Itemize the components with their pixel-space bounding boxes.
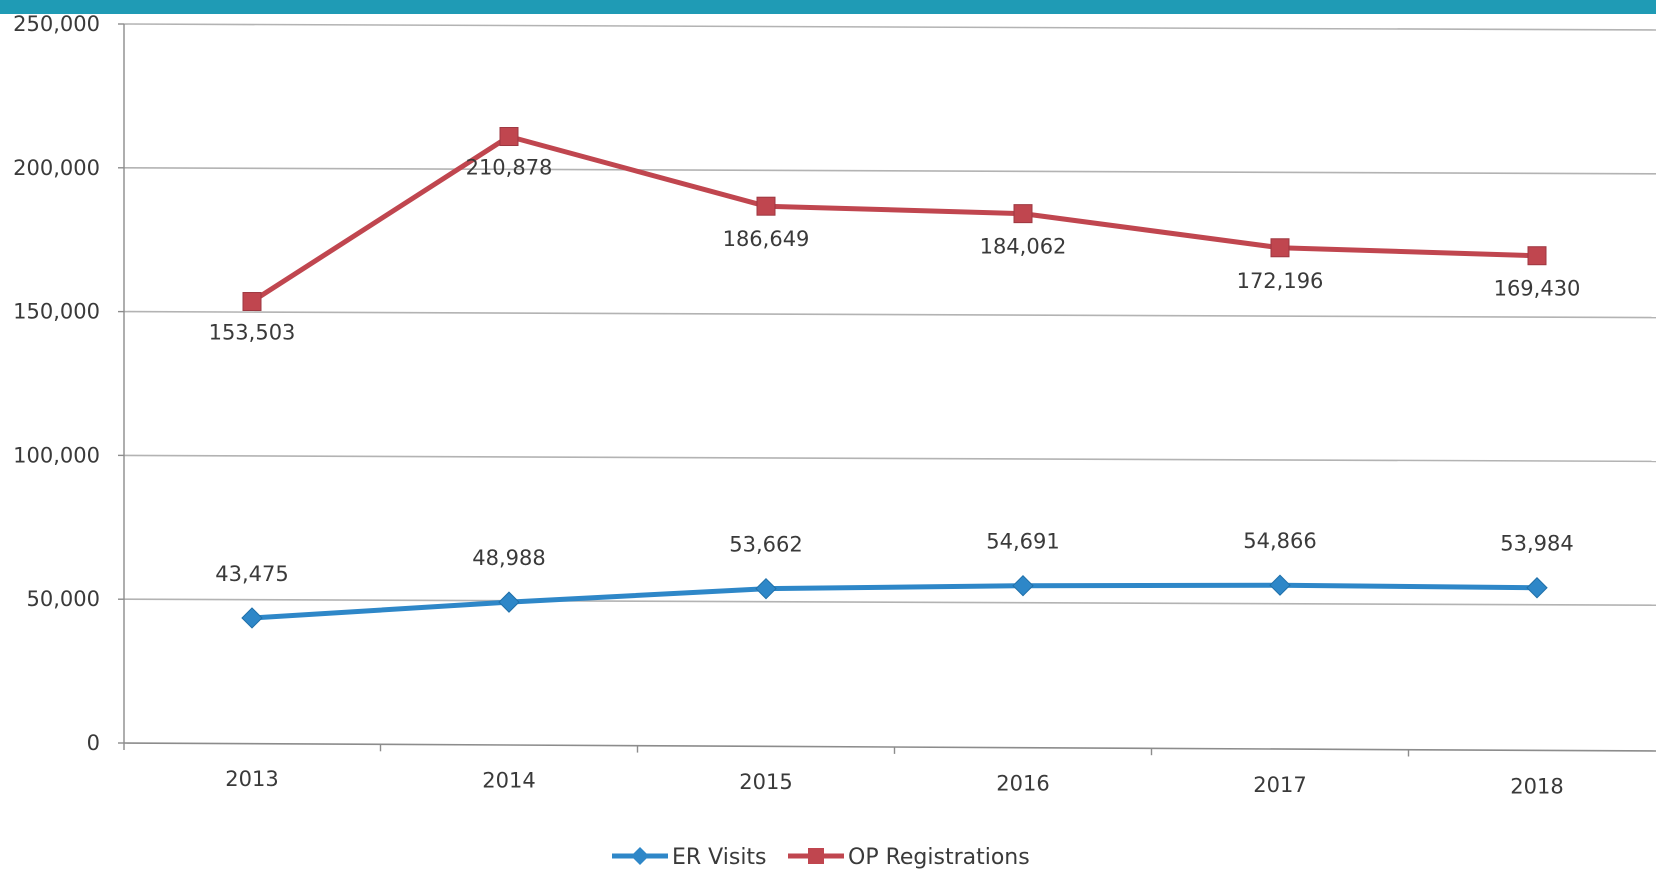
x-axis-ticks: 2013 2014 2015 2016 2017 2018 [123,743,1564,799]
y-tick-label: 100,000 [13,443,100,467]
data-point-op-registrations [1013,204,1033,224]
data-point-er-visits [1012,575,1034,597]
series-line-er-visits [251,582,1538,621]
data-label: 172,196 [1237,269,1324,293]
data-point-op-registrations [756,196,776,216]
data-point-op-registrations [1527,246,1547,266]
data-label: 53,662 [729,533,802,557]
x-tick-label: 2014 [482,769,535,793]
gridline [123,454,1656,463]
x-tick-label: 2015 [739,770,792,794]
legend-marker-square [808,848,824,864]
x-tick-label: 2018 [1510,775,1563,799]
data-point-op-registrations [499,127,519,147]
x-axis-line [123,742,1656,752]
data-point-er-visits [498,591,520,613]
series-group [241,127,1548,629]
gridline [123,310,1656,319]
data-point-er-visits [241,607,263,629]
data-label: 54,691 [986,530,1059,554]
axes [123,24,1656,752]
data-label: 169,430 [1494,277,1581,301]
y-tick-label: 150,000 [13,300,100,324]
y-tick-label: 0 [87,731,100,755]
data-point-er-visits [755,577,777,600]
data-label: 184,062 [980,235,1067,259]
y-tick-label: 200,000 [13,156,100,180]
data-point-op-registrations [1270,238,1290,258]
y-tick-label: 50,000 [27,587,100,611]
x-tick-label: 2016 [996,772,1049,796]
data-label: 54,866 [1243,529,1316,553]
gridline [123,23,1656,31]
legend-label: OP Registrations [848,845,1030,870]
data-point-er-visits [1269,574,1291,596]
data-label: 53,984 [1500,532,1573,556]
legend-marker-diamond [631,847,649,865]
data-labels: 43,475 48,988 53,662 54,691 54,866 53,984 153,… [209,156,1581,586]
legend: ER Visits OP Registrations [612,845,1030,870]
x-tick-label: 2017 [1253,773,1306,797]
data-point-op-registrations [242,292,262,312]
gridline [123,598,1656,607]
data-label: 210,878 [466,156,553,180]
data-label: 43,475 [215,562,288,586]
header-band [0,0,1656,14]
data-label: 153,503 [209,321,296,345]
x-tick-label: 2013 [225,767,278,791]
data-label: 48,988 [472,546,545,570]
gridline [123,167,1656,175]
y-axis-ticks: 0 50,000 100,000 150,000 200,000 250,000 [13,12,124,755]
gridlines [123,23,1656,607]
data-label: 186,649 [723,227,810,251]
legend-label: ER Visits [672,845,767,870]
data-point-er-visits [1526,577,1548,599]
y-tick-label: 250,000 [13,12,100,36]
series-line-op-registrations [250,134,1538,304]
